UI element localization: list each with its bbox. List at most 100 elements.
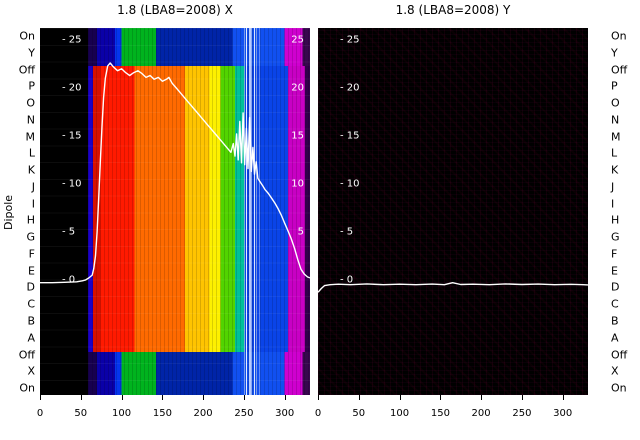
x-tick-label: 100 <box>390 408 410 419</box>
rfi-line <box>259 28 261 395</box>
x-tick-label: 250 <box>512 408 532 419</box>
dipole-label: Off <box>18 63 35 76</box>
dipole-label: X <box>27 364 35 378</box>
dipole-label: G <box>26 230 35 244</box>
spectrum-plot-y: - 25 - 20 - 15 - 10 - 5 - 0 <box>318 28 588 395</box>
x-tick-mark <box>243 395 245 400</box>
dipole-label: C <box>611 297 619 311</box>
dipole-label: A <box>27 331 35 345</box>
dipole-label: K <box>27 163 35 177</box>
y-tick-label: - 15 <box>62 130 82 142</box>
rfi-line <box>253 28 255 395</box>
dipole-label: On <box>611 29 627 43</box>
x-tick-mark <box>358 395 360 400</box>
dipole-label: B <box>27 314 35 328</box>
dipole-label: Y <box>28 46 35 60</box>
y-tick-label: - 5 <box>62 226 76 238</box>
dipole-label: On <box>611 381 627 395</box>
y-tick-label: - 20 <box>340 82 360 94</box>
dipole-label: P <box>28 79 35 93</box>
dipole-label: C <box>27 297 35 311</box>
dipole-label: D <box>611 280 620 294</box>
dipole-label: J <box>611 180 615 194</box>
y-tick-label: - 25 <box>340 34 360 46</box>
x-tick-mark <box>284 395 286 400</box>
x-tick-label: 50 <box>352 408 366 419</box>
dipole-label: L <box>28 146 35 160</box>
median-line-canvas <box>318 281 588 293</box>
x-tick-mark <box>481 395 483 400</box>
dipole-label: D <box>26 280 35 294</box>
dipole-label: N <box>611 113 620 127</box>
x-tick-mark <box>562 395 564 400</box>
x-axis-right-plot: 0 50 100 150 200 250 300 <box>314 395 588 435</box>
x-tick-label: 150 <box>152 408 172 419</box>
y-tick-label: - 20 <box>62 82 82 94</box>
x-tick-label: 50 <box>74 408 88 419</box>
x-tick-mark <box>162 395 164 400</box>
dipole-label: X <box>611 364 619 378</box>
subband-texture <box>40 28 310 395</box>
x-tick-label: 100 <box>112 408 132 419</box>
x-tick-mark <box>318 395 319 400</box>
dipole-label: E <box>28 264 35 278</box>
y-tick-label: 20 <box>291 82 304 94</box>
dipole-label: F <box>611 247 618 261</box>
right-plot-title: 1.8 (LBA8=2008) Y <box>395 3 511 17</box>
x-axis-left-plot: 0 50 100 150 200 250 300 <box>36 395 310 435</box>
x-tick-mark <box>521 395 523 400</box>
rfi-line <box>251 28 253 395</box>
x-tick-mark <box>203 395 205 400</box>
rfi-line <box>246 28 248 395</box>
y-tick-label: - 10 <box>62 178 82 190</box>
x-tick-label: 150 <box>430 408 450 419</box>
y-tick-label: - 15 <box>340 130 360 142</box>
y-tick-label: - 10 <box>340 178 360 190</box>
x-tick-label: 300 <box>275 408 295 419</box>
x-tick-mark <box>80 395 82 400</box>
x-tick-mark <box>440 395 442 400</box>
x-tick-label: 200 <box>471 408 491 419</box>
dipole-label: Y <box>611 46 618 60</box>
dipole-label: E <box>611 264 618 278</box>
dipole-label: H <box>26 213 35 227</box>
y-tick-label: - 5 <box>340 226 354 238</box>
dipole-label: M <box>25 130 36 144</box>
dipole-label: Off <box>611 348 628 361</box>
dipole-tick-labels-left: On Y Off P O N M L K J I H G F E D C B A Off X On <box>0 0 37 440</box>
spectrum-plot-x: - 25 - 20 - 15 - 10 - 5 - 0 25 20 15 10 5 <box>40 28 310 395</box>
rfi-line <box>243 28 245 395</box>
spectrum-median-line <box>318 281 588 293</box>
x-tick-label: 0 <box>36 408 44 419</box>
dipole-label: N <box>26 113 35 127</box>
dipole-label: H <box>611 213 620 227</box>
dipole-label: K <box>611 163 619 177</box>
y-tick-label: - 25 <box>62 34 82 46</box>
dipole-label: G <box>611 230 620 244</box>
x-tick-label: 200 <box>193 408 213 419</box>
dipole-label: On <box>19 381 35 395</box>
y-tick-label: - 0 <box>340 274 354 286</box>
x-tick-label: 300 <box>553 408 573 419</box>
dipole-label: On <box>19 29 35 43</box>
dipole-label: L <box>611 146 618 160</box>
noise-speckle <box>318 28 588 395</box>
x-tick-label: 0 <box>314 408 322 419</box>
spectrum-median-line <box>40 62 310 284</box>
x-tick-mark <box>399 395 401 400</box>
rfi-line <box>256 28 258 395</box>
rfi-line <box>248 28 251 395</box>
x-tick-mark <box>40 395 41 400</box>
y-tick-label: 5 <box>297 226 304 238</box>
y-tick-label: 25 <box>291 34 304 46</box>
x-tick-label: 250 <box>234 408 254 419</box>
dipole-tick-labels-right: On Y Off P O N M L K J I H G F E D C B A Off X On <box>611 0 640 440</box>
heatmap-active-rows <box>40 66 310 352</box>
dipole-label: Off <box>611 63 628 76</box>
dipole-label: M <box>611 130 621 144</box>
dipole-row-texture <box>40 28 310 395</box>
y-tick-label: 10 <box>291 178 304 190</box>
left-plot-title: 1.8 (LBA8=2008) X <box>117 3 233 17</box>
dipole-label: O <box>26 96 35 110</box>
x-tick-mark <box>121 395 123 400</box>
